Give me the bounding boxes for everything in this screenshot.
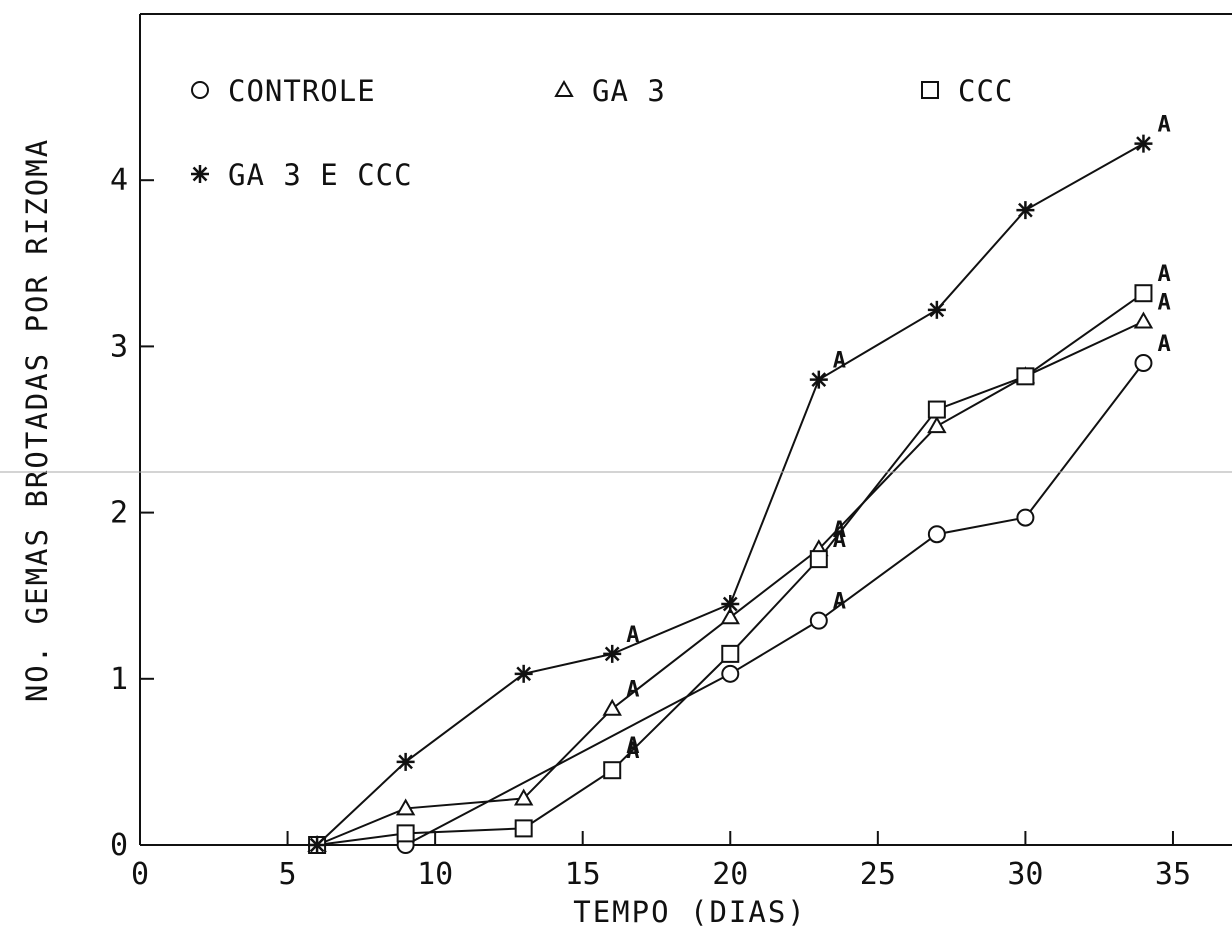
asterisk-stroke xyxy=(309,837,325,853)
point-ga-3 xyxy=(513,788,534,806)
point-controle xyxy=(1016,508,1035,527)
series-ga-3 xyxy=(307,311,1154,852)
asterisk-stroke xyxy=(192,166,208,182)
point-ccc xyxy=(927,400,946,419)
x-axis: 0 5 10 15 20 25 30 35 xyxy=(131,831,1191,892)
asterisk-stroke xyxy=(929,302,945,318)
point-ga-3-e-ccc xyxy=(809,370,828,389)
point-ga-3 xyxy=(927,416,947,434)
point-ccc xyxy=(396,824,415,843)
point-ga-3-e-ccc xyxy=(927,300,946,319)
point-controle xyxy=(1134,354,1153,373)
annotation-label: A xyxy=(626,623,639,648)
x-tick-label: 0 xyxy=(131,857,149,892)
point-ga-3 xyxy=(1133,311,1154,329)
x-tick-label: 25 xyxy=(860,857,896,892)
annotation-label: A xyxy=(833,518,846,543)
point-ga-3-e-ccc xyxy=(1016,201,1035,220)
legend-item-ccc: CCC xyxy=(921,74,1013,108)
annotation-label: A xyxy=(626,678,639,703)
legend-label-ga-3-e-ccc: GA 3 E CCC xyxy=(228,158,413,192)
x-tick-label: 35 xyxy=(1155,857,1191,892)
series-layer xyxy=(307,134,1154,854)
legend: CONTROLE GA 3 CCC GA 3 E CCC xyxy=(191,74,1013,192)
legend-marker-ga-3-e-ccc xyxy=(191,165,209,183)
annotation-label: A xyxy=(1157,113,1170,138)
point-ga-3 xyxy=(720,607,740,625)
series-ga-3-e-ccc xyxy=(308,134,1153,854)
asterisk-stroke xyxy=(722,596,738,612)
asterisk-stroke xyxy=(516,666,532,682)
legend-label-ga-3: GA 3 xyxy=(592,74,666,108)
annotation-label: A xyxy=(626,734,639,759)
point-ga-3-e-ccc xyxy=(1134,134,1153,153)
x-axis-title: TEMPO (DIAS) xyxy=(573,895,807,929)
x-tick-label: 30 xyxy=(1007,857,1043,892)
point-ccc xyxy=(721,644,740,663)
y-tick-label: 4 xyxy=(110,163,128,198)
point-ga-3 xyxy=(395,798,416,816)
asterisk-stroke xyxy=(1136,136,1151,151)
annotation-label: A xyxy=(833,349,846,374)
y-axis: 0 1 2 3 4 xyxy=(110,163,154,863)
legend-item-controle: CONTROLE xyxy=(191,74,376,108)
series-line-ga-3-e-ccc xyxy=(316,142,1144,846)
y-tick-label: 0 xyxy=(110,828,128,863)
legend-item-ga-3: GA 3 xyxy=(554,74,666,108)
asterisk-stroke xyxy=(811,372,827,388)
legend-label-controle: CONTROLE xyxy=(228,74,376,108)
point-ga-3-e-ccc xyxy=(396,752,415,771)
point-ccc xyxy=(603,761,622,780)
x-tick-label: 5 xyxy=(279,857,297,892)
asterisk-stroke xyxy=(398,754,413,770)
legend-marker-ccc xyxy=(921,81,939,99)
point-ccc xyxy=(514,819,533,838)
annotation-label: A xyxy=(833,590,846,615)
y-tick-label: 3 xyxy=(110,329,128,364)
x-tick-label: 10 xyxy=(417,857,453,892)
annotation-label: A xyxy=(626,739,639,764)
point-ga-3-e-ccc xyxy=(603,644,622,663)
point-ccc xyxy=(1134,284,1153,303)
y-axis-title: NO. GEMAS BROTADAS POR RIZOMA xyxy=(20,138,54,702)
point-controle xyxy=(721,664,740,683)
y-tick-label: 1 xyxy=(110,662,128,697)
point-ga-3 xyxy=(602,698,622,716)
legend-marker-controle xyxy=(191,81,209,99)
legend-label-ccc: CCC xyxy=(958,74,1013,108)
series-line-ga-3 xyxy=(316,320,1144,846)
annotation-label: A xyxy=(1157,262,1170,287)
point-ga-3-e-ccc xyxy=(721,595,740,614)
asterisk-stroke xyxy=(1018,202,1033,218)
legend-marker-ga-3 xyxy=(554,79,574,97)
plot-frame xyxy=(139,13,1232,846)
legend-item-ga-3-e-ccc: GA 3 E CCC xyxy=(191,158,413,192)
series-ccc xyxy=(308,284,1153,854)
point-controle xyxy=(809,611,828,630)
asterisk-stroke xyxy=(604,646,620,662)
annotation-label: A xyxy=(1157,290,1170,315)
x-tick-label: 15 xyxy=(565,857,601,892)
point-controle xyxy=(927,525,946,544)
y-tick-label: 2 xyxy=(110,496,128,531)
point-ga-3-e-ccc xyxy=(514,664,533,683)
point-ccc xyxy=(809,550,828,569)
annotation-label: A xyxy=(833,528,846,553)
point-ga-3-e-ccc xyxy=(308,836,327,854)
annotation-label: A xyxy=(1157,332,1170,357)
point-ccc xyxy=(1016,367,1035,386)
x-tick-label: 20 xyxy=(712,857,748,892)
